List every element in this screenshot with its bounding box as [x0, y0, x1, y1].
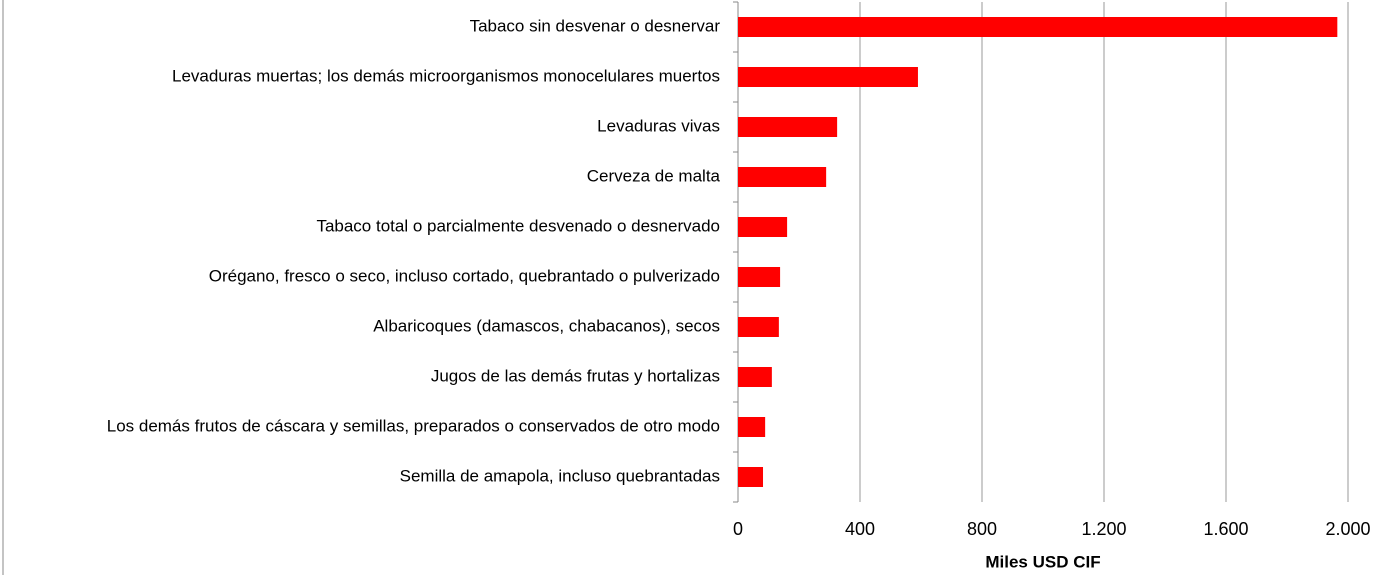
bar	[738, 117, 838, 137]
bar	[738, 467, 764, 487]
y-tick-label: Orégano, fresco o seco, incluso cortado,…	[209, 266, 720, 285]
bar	[738, 167, 827, 187]
y-tick-label: Jugos de las demás frutas y hortalizas	[431, 366, 720, 385]
x-tick-label: 800	[967, 519, 997, 539]
x-tick-label: 1.200	[1081, 519, 1126, 539]
bar	[738, 267, 781, 287]
x-tick-label: 400	[845, 519, 875, 539]
x-tick-label: 1.600	[1203, 519, 1248, 539]
y-tick-label: Cerveza de malta	[587, 166, 721, 185]
x-tick-label: 2.000	[1325, 519, 1370, 539]
bar	[738, 17, 1338, 37]
bar	[738, 417, 766, 437]
bar	[738, 67, 918, 87]
y-tick-label: Levaduras muertas; los demás microorgani…	[172, 66, 720, 85]
x-axis-title: Miles USD CIF	[985, 552, 1100, 571]
y-tick-label: Levaduras vivas	[597, 116, 720, 135]
x-tick-label: 0	[733, 519, 743, 539]
y-tick-label: Albaricoques (damascos, chabacanos), sec…	[373, 316, 720, 335]
bar	[738, 367, 772, 387]
y-tick-label: Los demás frutos de cáscara y semillas, …	[107, 416, 720, 435]
bar	[738, 217, 788, 237]
y-tick-label: Tabaco total o parcialmente desvenado o …	[316, 216, 720, 235]
y-tick-label: Tabaco sin desvenar o desnervar	[470, 16, 721, 35]
bar	[738, 317, 779, 337]
y-tick-label: Semilla de amapola, incluso quebrantadas	[400, 466, 720, 485]
